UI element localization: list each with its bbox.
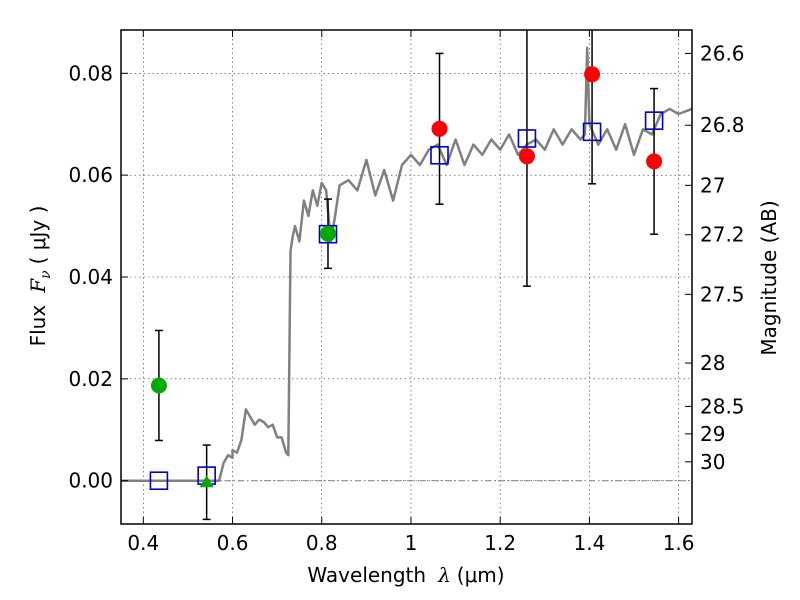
x-axis-label-symbol: λ (437, 563, 451, 587)
observed-point (319, 225, 336, 242)
model-photometry-square (644, 111, 664, 130)
x-tick-label: 1.2 (484, 531, 516, 555)
magnitude-tick-label: 30 (700, 450, 725, 474)
magnitude-tick-label: 28 (700, 351, 725, 375)
x-tick-label: 0.8 (306, 531, 338, 555)
y-axis-label-subscript: ν (38, 270, 54, 279)
spectrum-layer (121, 46, 693, 482)
magnitude-axis-label: Magnitude (AB) (757, 200, 781, 355)
observed-point (518, 148, 535, 165)
observed-point (150, 377, 167, 394)
y-axis-label-unit: ( μJy ) (26, 206, 50, 265)
x-tick-label: 0.4 (127, 531, 159, 555)
spectrum-line (121, 46, 693, 482)
observed-point (584, 66, 601, 83)
ticks: 0.4 0.6 0.8 1 1.2 1.4 1.6 0.00 0.02 0.04 0.06 0.08 2… (68, 30, 745, 555)
upper-limit-triangle (199, 475, 214, 488)
y-axis-label-symbol: F (26, 278, 50, 294)
model-photometry-square (149, 471, 169, 491)
y-tick-label: 0.02 (68, 367, 113, 391)
model-photometry-square (430, 145, 449, 165)
magnitude-tick-label: 27.5 (700, 282, 745, 306)
x-tick-label: 1.6 (663, 531, 695, 555)
observed-point (646, 153, 663, 170)
x-tick-label: 0.6 (217, 531, 249, 555)
x-tick-label: 1.4 (573, 531, 605, 555)
x-tick-label: 1 (405, 531, 418, 555)
magnitude-tick-label: 27 (700, 173, 725, 197)
markers (149, 66, 664, 491)
magnitude-tick-label: 28.5 (700, 394, 745, 418)
magnitude-tick-label: 26.6 (700, 41, 745, 65)
y-tick-label: 0.00 (68, 469, 113, 493)
y-axis-label: Flux Fν ( μJy ) (26, 206, 54, 347)
x-axis-label-text: Wavelength (307, 563, 426, 587)
magnitude-tick-label: 27.2 (700, 223, 745, 247)
y-tick-label: 0.06 (68, 163, 113, 187)
x-axis-label-unit: (μm) (457, 563, 505, 587)
model-photometry-square (517, 129, 537, 148)
y-tick-label: 0.04 (68, 265, 113, 289)
magnitude-tick-label: 29 (700, 422, 725, 446)
model-photometry-square (582, 122, 602, 142)
y-axis-label-text: Flux (26, 305, 50, 347)
y-tick-label: 0.08 (68, 61, 113, 85)
observed-point (431, 120, 448, 137)
magnitude-tick-label: 26.8 (700, 113, 745, 137)
x-axis-label: Wavelength λ (μm) (307, 563, 504, 587)
